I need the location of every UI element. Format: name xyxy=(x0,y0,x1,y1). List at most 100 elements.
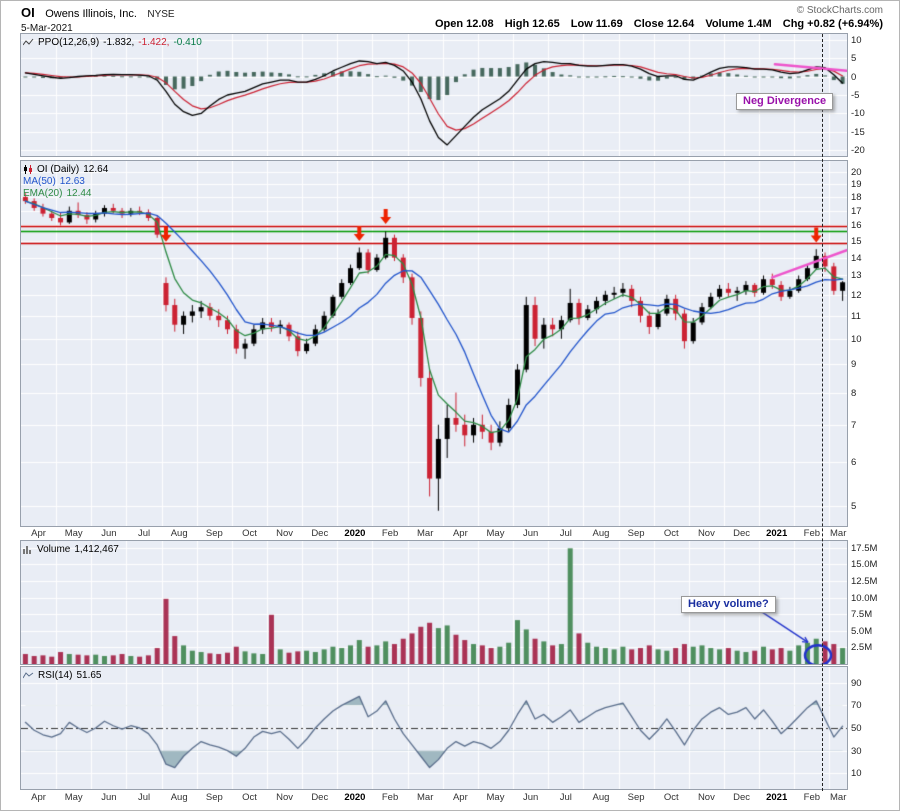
axis-month-label: Oct xyxy=(663,528,679,539)
axis-month-label: Sep xyxy=(627,792,645,803)
chart-date: 5-Mar-2021 xyxy=(21,23,73,34)
chart-header: OI Owens Illinois, Inc. NYSE © StockChar… xyxy=(21,4,883,20)
axis-month-label: Jul xyxy=(137,792,151,803)
axis-month-label: Jul xyxy=(559,528,572,539)
ppo-label: PPO(12,26,9) xyxy=(38,37,100,48)
axis-month-label: Apr xyxy=(452,528,468,539)
date-axis-top: Apr May Jun Jul Aug Sep Oct Nov Dec 2020 Feb Mar Apr… xyxy=(1,528,899,540)
ppo-hist-value: -0.410 xyxy=(173,37,202,48)
high-label: High xyxy=(504,18,530,30)
axis-month-label: Dec xyxy=(733,792,750,803)
axis-tick-label: 14 xyxy=(851,252,862,264)
axis-tick-label: 10 xyxy=(851,333,862,345)
ppo-signal-value: -1.422, xyxy=(138,37,170,48)
ema20-label: EMA(20) xyxy=(23,188,63,199)
volume-bars-icon xyxy=(23,546,31,554)
ema20-legend: EMA(20) 12.44 xyxy=(23,188,91,199)
axis-tick-label: 30 xyxy=(851,745,862,757)
close-label: Close xyxy=(633,18,664,30)
axis-tick-label: 16 xyxy=(851,220,862,232)
axis-month-label: Aug xyxy=(592,528,610,539)
volume-panel-label: Volume xyxy=(37,544,71,555)
oscillator-icon xyxy=(23,38,34,46)
axis-month-label: Feb xyxy=(381,792,399,803)
axis-year-label: 2021 xyxy=(766,528,788,539)
axis-tick-label: 10 xyxy=(851,768,862,780)
axis-month-label: Jun xyxy=(522,792,539,803)
rsi-value: 51.65 xyxy=(76,670,102,681)
ppo-line-value: -1.832, xyxy=(103,37,135,48)
axis-tick-label: 5 xyxy=(851,53,857,65)
quote-summary: Open 12.08 High 12.65 Low 11.69 Close 12.64 … xyxy=(427,18,883,30)
rsi-canvas xyxy=(21,667,847,789)
axis-month-label: May xyxy=(486,792,505,803)
close-value: 12.64 xyxy=(666,18,695,30)
ema20-value: 12.44 xyxy=(66,188,92,199)
axis-tick-label: 5 xyxy=(851,500,857,512)
axis-tick-label: 20 xyxy=(851,166,862,178)
chg-label: Chg xyxy=(782,18,805,30)
axis-tick-label: 10.0M xyxy=(851,592,878,604)
axis-month-label: Apr xyxy=(31,528,46,539)
axis-month-label: Sep xyxy=(205,528,223,539)
axis-tick-label: 6 xyxy=(851,456,857,468)
ppo-panel xyxy=(20,33,848,157)
heavy-volume-annotation: Heavy volume? xyxy=(681,596,776,613)
axis-month-label: Oct xyxy=(242,792,257,803)
axis-month-label: Apr xyxy=(452,792,468,803)
low-value: 11.69 xyxy=(595,18,623,30)
axis-tick-label: 8 xyxy=(851,387,857,399)
ma50-value: 12.63 xyxy=(59,176,85,187)
exchange-label: NYSE xyxy=(147,9,175,20)
axis-month-label: Jul xyxy=(137,528,151,539)
open-label: Open xyxy=(435,18,464,30)
axis-month-label: Jun xyxy=(101,792,117,803)
axis-month-label: Nov xyxy=(697,792,715,803)
axis-tick-label: -5 xyxy=(851,90,860,101)
axis-tick-label: 18 xyxy=(851,192,862,204)
axis-tick-label: 12 xyxy=(851,289,862,301)
rsi-panel xyxy=(20,666,848,790)
axis-month-label: Jul xyxy=(559,792,572,803)
axis-month-label: Oct xyxy=(242,528,257,539)
price-label: OI (Daily) xyxy=(37,164,80,175)
axis-tick-label: 70 xyxy=(851,700,862,712)
axis-tick-label: 15.0M xyxy=(851,559,878,571)
copyright-label: © StockCharts.com xyxy=(796,5,883,16)
axis-month-label: Aug xyxy=(592,792,610,803)
axis-month-label: Nov xyxy=(276,792,294,803)
axis-tick-label: 11 xyxy=(851,310,861,322)
candlestick-icon xyxy=(24,165,32,174)
axis-month-label: Feb xyxy=(803,792,821,803)
date-axis-bottom: Apr May Jun Jul Aug Sep Oct Nov Dec 2020 Feb Mar Apr… xyxy=(1,792,899,804)
rsi-line-icon xyxy=(23,672,34,679)
company-name: Owens Illinois, Inc. xyxy=(45,8,137,20)
axis-month-label: Sep xyxy=(205,792,223,803)
axis-tick-label: -10 xyxy=(851,108,865,120)
open-value: 12.08 xyxy=(466,18,494,30)
chg-value: +0.82 (+6.94%) xyxy=(807,18,883,30)
axis-tick-label: -20 xyxy=(851,145,865,157)
high-value: 12.65 xyxy=(532,18,560,30)
price-value: 12.64 xyxy=(83,164,109,175)
axis-tick-label: 2.5M xyxy=(851,642,873,654)
axis-tick-label: 19 xyxy=(851,178,862,190)
axis-month-label: Apr xyxy=(31,792,46,803)
quote-header: 5-Mar-2021 Open 12.08 High 12.65 Low 11.69 … xyxy=(21,18,883,34)
axis-tick-label: 10 xyxy=(851,34,862,46)
axis-tick-label: 5.0M xyxy=(851,625,873,637)
axis-month-label: Jun xyxy=(101,528,117,539)
axis-tick-label: 17.5M xyxy=(851,542,878,554)
axis-month-label: Mar xyxy=(417,528,434,539)
axis-tick-label: 15 xyxy=(851,235,862,247)
ppo-legend: PPO(12,26,9) -1.832, -1.422, -0.410 xyxy=(23,37,202,48)
axis-month-label: Dec xyxy=(311,792,329,803)
axis-tick-label: 0 xyxy=(851,71,857,83)
volume-panel-value: 1,412,467 xyxy=(74,544,119,555)
rsi-legend: RSI(14) 51.65 xyxy=(23,670,101,681)
axis-month-label: Mar xyxy=(417,792,434,803)
vertical-dashed-line xyxy=(822,34,824,791)
axis-month-label: Aug xyxy=(170,528,188,539)
axis-tick-label: 12.5M xyxy=(851,575,878,587)
